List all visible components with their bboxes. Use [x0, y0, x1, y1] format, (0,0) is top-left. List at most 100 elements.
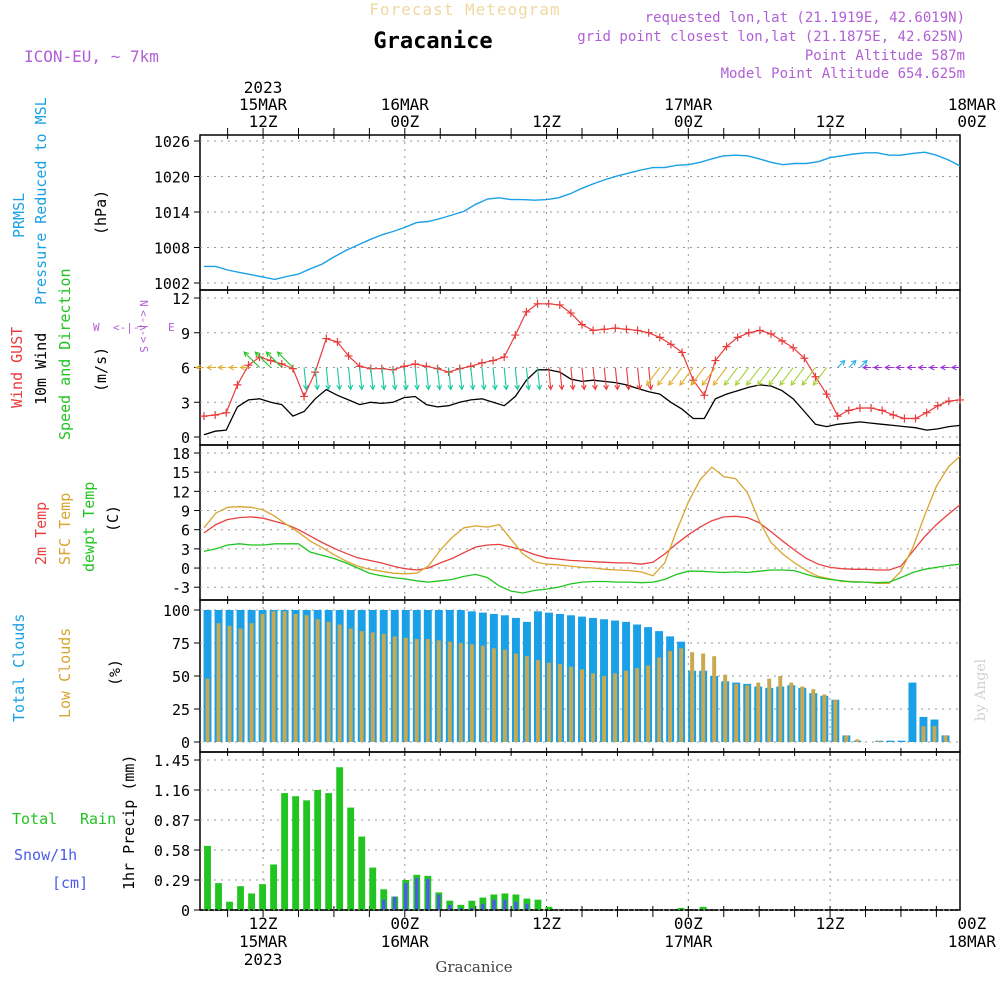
gust-marker — [266, 356, 275, 365]
gust-marker — [789, 343, 798, 352]
wind-label-3: Speed and Direction — [56, 268, 74, 440]
wind-direction-arrow — [690, 367, 705, 387]
gust-marker — [733, 333, 742, 342]
rain-bar — [215, 883, 222, 910]
wind-ytick-label: 6 — [181, 360, 190, 378]
low-cloud-bar — [657, 657, 662, 742]
gust-marker — [956, 395, 964, 404]
low-cloud-bar — [480, 645, 485, 742]
low-cloud-bar — [690, 652, 695, 742]
low-cloud-bar — [932, 726, 937, 742]
model-altitude: Model Point Altitude 654.625m — [721, 66, 965, 82]
compass-arrow-h: <-|-> — [113, 321, 146, 334]
wind-direction-arrow — [906, 364, 916, 371]
gust-marker — [811, 372, 820, 381]
wind-direction-arrow — [812, 367, 828, 387]
wind-direction-arrow — [768, 367, 783, 387]
top-date-label: 12Z — [532, 112, 561, 131]
rain-bar — [204, 845, 211, 910]
rain-bar — [237, 886, 244, 910]
precip-ytick-label: 1.45 — [154, 752, 190, 770]
bottom-date-label: 12Z — [816, 914, 845, 933]
snow-bar — [503, 899, 507, 910]
compass-w: W — [93, 321, 100, 334]
bottom-date-label: 16MAR — [381, 932, 430, 951]
clouds-ytick-label: 25 — [172, 701, 190, 719]
top-date-label: 12Z — [816, 112, 845, 131]
gust-marker — [711, 356, 720, 365]
compass-s: S — [137, 346, 150, 353]
model-label: ICON-EU, ~ 7km — [24, 47, 159, 66]
gust-marker — [644, 328, 653, 337]
wind-direction-arrow — [950, 364, 960, 371]
wind-direction-arrow — [447, 367, 454, 391]
wind-direction-arrow — [358, 367, 365, 391]
wind-direction-arrow — [276, 351, 294, 368]
wind-labels: Wind GUST 10m Wind Speed and Direction (… — [8, 268, 175, 440]
low-cloud-bar — [238, 628, 243, 742]
chart-title: Forecast Meteogram — [369, 0, 560, 19]
gust-marker — [844, 406, 853, 415]
temp-label-1: 2m Temp — [32, 502, 50, 565]
wind-direction-arrow — [491, 367, 498, 391]
low-cloud-bar — [293, 613, 298, 742]
bottom-date-label: 17MAR — [664, 932, 713, 951]
gust-marker — [333, 338, 342, 347]
gust-marker — [222, 408, 231, 417]
low-cloud-bar — [877, 740, 882, 742]
wind-direction-arrow — [614, 367, 621, 391]
wind-direction-arrow — [592, 367, 598, 391]
snow-bar — [382, 899, 386, 910]
precip-label-snow: Snow/1h — [14, 846, 77, 864]
wind-direction-arrow — [895, 364, 905, 371]
snow-bar — [448, 904, 452, 910]
snow-bar — [470, 907, 474, 910]
wind-direction-arrow — [757, 367, 772, 387]
rain-bar — [358, 836, 366, 910]
precip-label-cm: [cm] — [52, 874, 88, 892]
gust-marker — [755, 326, 764, 335]
temp-label-2: SFC Temp — [56, 493, 74, 565]
low-cloud-bar — [535, 660, 540, 742]
wind-direction-arrow — [547, 367, 554, 391]
rain-bar — [336, 767, 344, 910]
gust-marker — [722, 342, 731, 351]
wind-direction-arrow — [265, 351, 283, 368]
temp-labels: 2m Temp SFC Temp dewpt Temp (C) — [32, 482, 122, 572]
low-cloud-bar — [304, 615, 309, 742]
wind-direction-arrow — [580, 367, 587, 391]
wind-direction-arrow — [380, 367, 387, 391]
gust-marker — [522, 307, 531, 316]
pressure-line — [204, 151, 961, 281]
rain-bar — [468, 900, 476, 910]
wind-direction-arrow — [302, 367, 309, 391]
low-cloud-bar — [260, 613, 265, 742]
gust-marker — [611, 324, 620, 333]
point-altitude: Point Altitude 587m — [805, 48, 965, 64]
cloud-labels: Total Clouds Low Clouds (%) — [10, 614, 124, 722]
wind-direction-arrow — [239, 364, 249, 371]
wind-direction-arrow — [939, 364, 949, 371]
snow-bar — [393, 896, 397, 910]
top-date-label: 00Z — [390, 112, 419, 131]
wind-direction-arrow — [790, 367, 805, 387]
gust-marker — [900, 414, 909, 423]
pressure-ytick-label: 1026 — [154, 133, 190, 151]
pressure-labels: PRMSL Pressure Reduced to MSL (hPa) — [10, 97, 110, 305]
rain-bar — [677, 907, 685, 910]
low-cloud-bar — [216, 623, 221, 742]
gridpoint-coords: grid point closest lon,lat (21.1875E, 42… — [577, 29, 965, 45]
cloud-label-2: Low Clouds — [56, 628, 74, 718]
low-cloud-bar — [833, 699, 838, 742]
gust-marker — [911, 414, 920, 423]
gust-marker — [566, 309, 575, 318]
bottom-date-label: 12Z — [532, 914, 561, 933]
snow-bar — [514, 901, 518, 910]
clouds-ytick-label: 75 — [172, 635, 190, 653]
precip-ytick-label: 0.29 — [154, 872, 190, 890]
wind-direction-arrow — [228, 364, 238, 371]
total-cloud-bar — [897, 740, 906, 742]
gust-marker — [633, 326, 642, 335]
precip-label-total: Total — [12, 810, 57, 828]
low-cloud-bar — [723, 674, 728, 742]
